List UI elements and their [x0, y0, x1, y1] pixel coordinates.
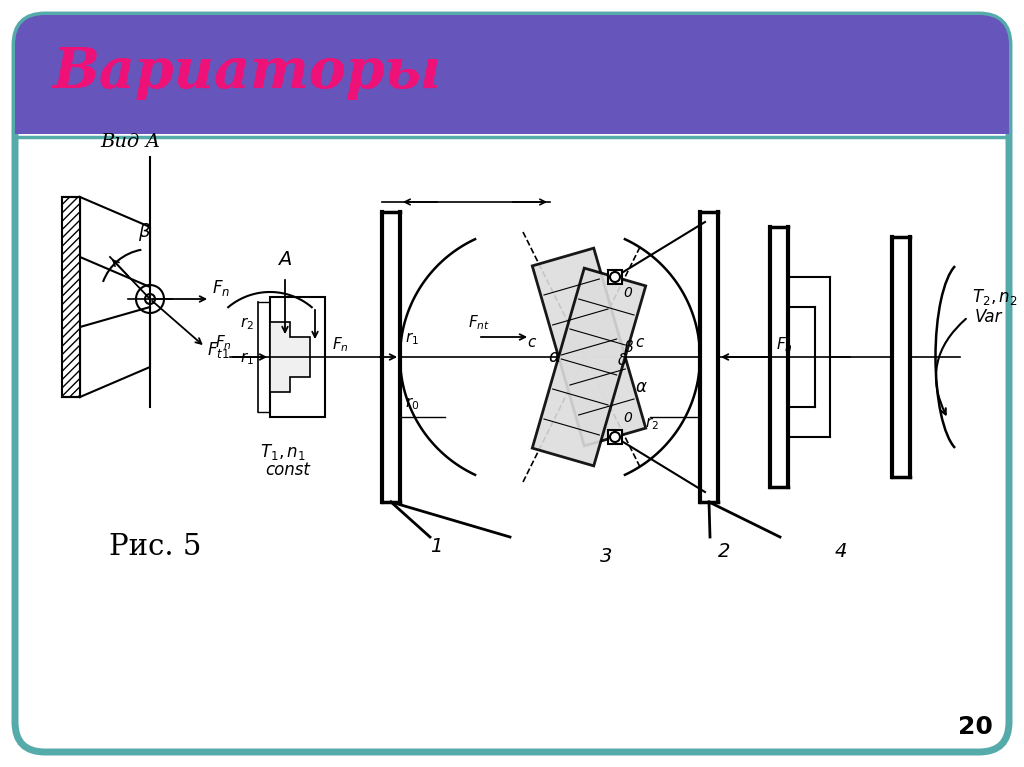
Text: $\alpha$: $\alpha$: [635, 378, 648, 396]
Text: $r_1$: $r_1$: [240, 350, 254, 367]
Text: $F_n$: $F_n$: [212, 278, 230, 298]
Text: A: A: [278, 250, 292, 269]
Text: $T_1, n_1$: $T_1, n_1$: [260, 442, 305, 462]
Text: $T_2,n_2$: $T_2,n_2$: [972, 287, 1018, 307]
Text: $r_2$: $r_2$: [645, 415, 658, 432]
Text: $\delta$: $\delta$: [617, 352, 628, 368]
Polygon shape: [270, 322, 310, 392]
Text: $F_n$: $F_n$: [776, 335, 793, 354]
Bar: [270, 297, 325, 417]
Polygon shape: [80, 307, 150, 397]
FancyBboxPatch shape: [15, 15, 1009, 752]
Text: Вид А: Вид А: [100, 133, 160, 151]
Polygon shape: [80, 197, 150, 287]
Text: 20: 20: [957, 715, 992, 739]
Text: $F_{t1}$: $F_{t1}$: [207, 340, 229, 360]
Text: $r_2$: $r_2$: [240, 315, 254, 331]
Text: c: c: [635, 335, 643, 350]
Text: Вариаторы: Вариаторы: [52, 44, 441, 100]
Text: $F_n$: $F_n$: [332, 335, 349, 354]
Bar: [608, 270, 622, 284]
Text: 2: 2: [718, 542, 730, 561]
Text: Рис. 5: Рис. 5: [109, 533, 201, 561]
Text: 0: 0: [623, 411, 632, 425]
Text: $r_1$: $r_1$: [406, 330, 419, 347]
Text: $\beta$: $\beta$: [138, 221, 151, 243]
Text: $\alpha$: $\alpha$: [548, 348, 561, 366]
Text: c: c: [527, 335, 536, 350]
Text: $F_{nt}$: $F_{nt}$: [468, 313, 490, 331]
Polygon shape: [532, 248, 646, 446]
Text: const: const: [265, 461, 310, 479]
Bar: [608, 430, 622, 444]
Text: Var: Var: [975, 308, 1002, 326]
Text: 4: 4: [835, 542, 848, 561]
Bar: [62, 197, 80, 397]
Polygon shape: [532, 268, 646, 466]
Text: 3: 3: [600, 547, 612, 566]
Text: $F_n$: $F_n$: [215, 333, 231, 352]
Text: 1: 1: [430, 537, 442, 556]
Text: $\beta$: $\beta$: [623, 338, 634, 357]
FancyBboxPatch shape: [15, 15, 1009, 134]
Text: 0: 0: [623, 286, 632, 300]
Text: $r_0$: $r_0$: [406, 395, 420, 412]
Bar: [15, 74, 1009, 134]
